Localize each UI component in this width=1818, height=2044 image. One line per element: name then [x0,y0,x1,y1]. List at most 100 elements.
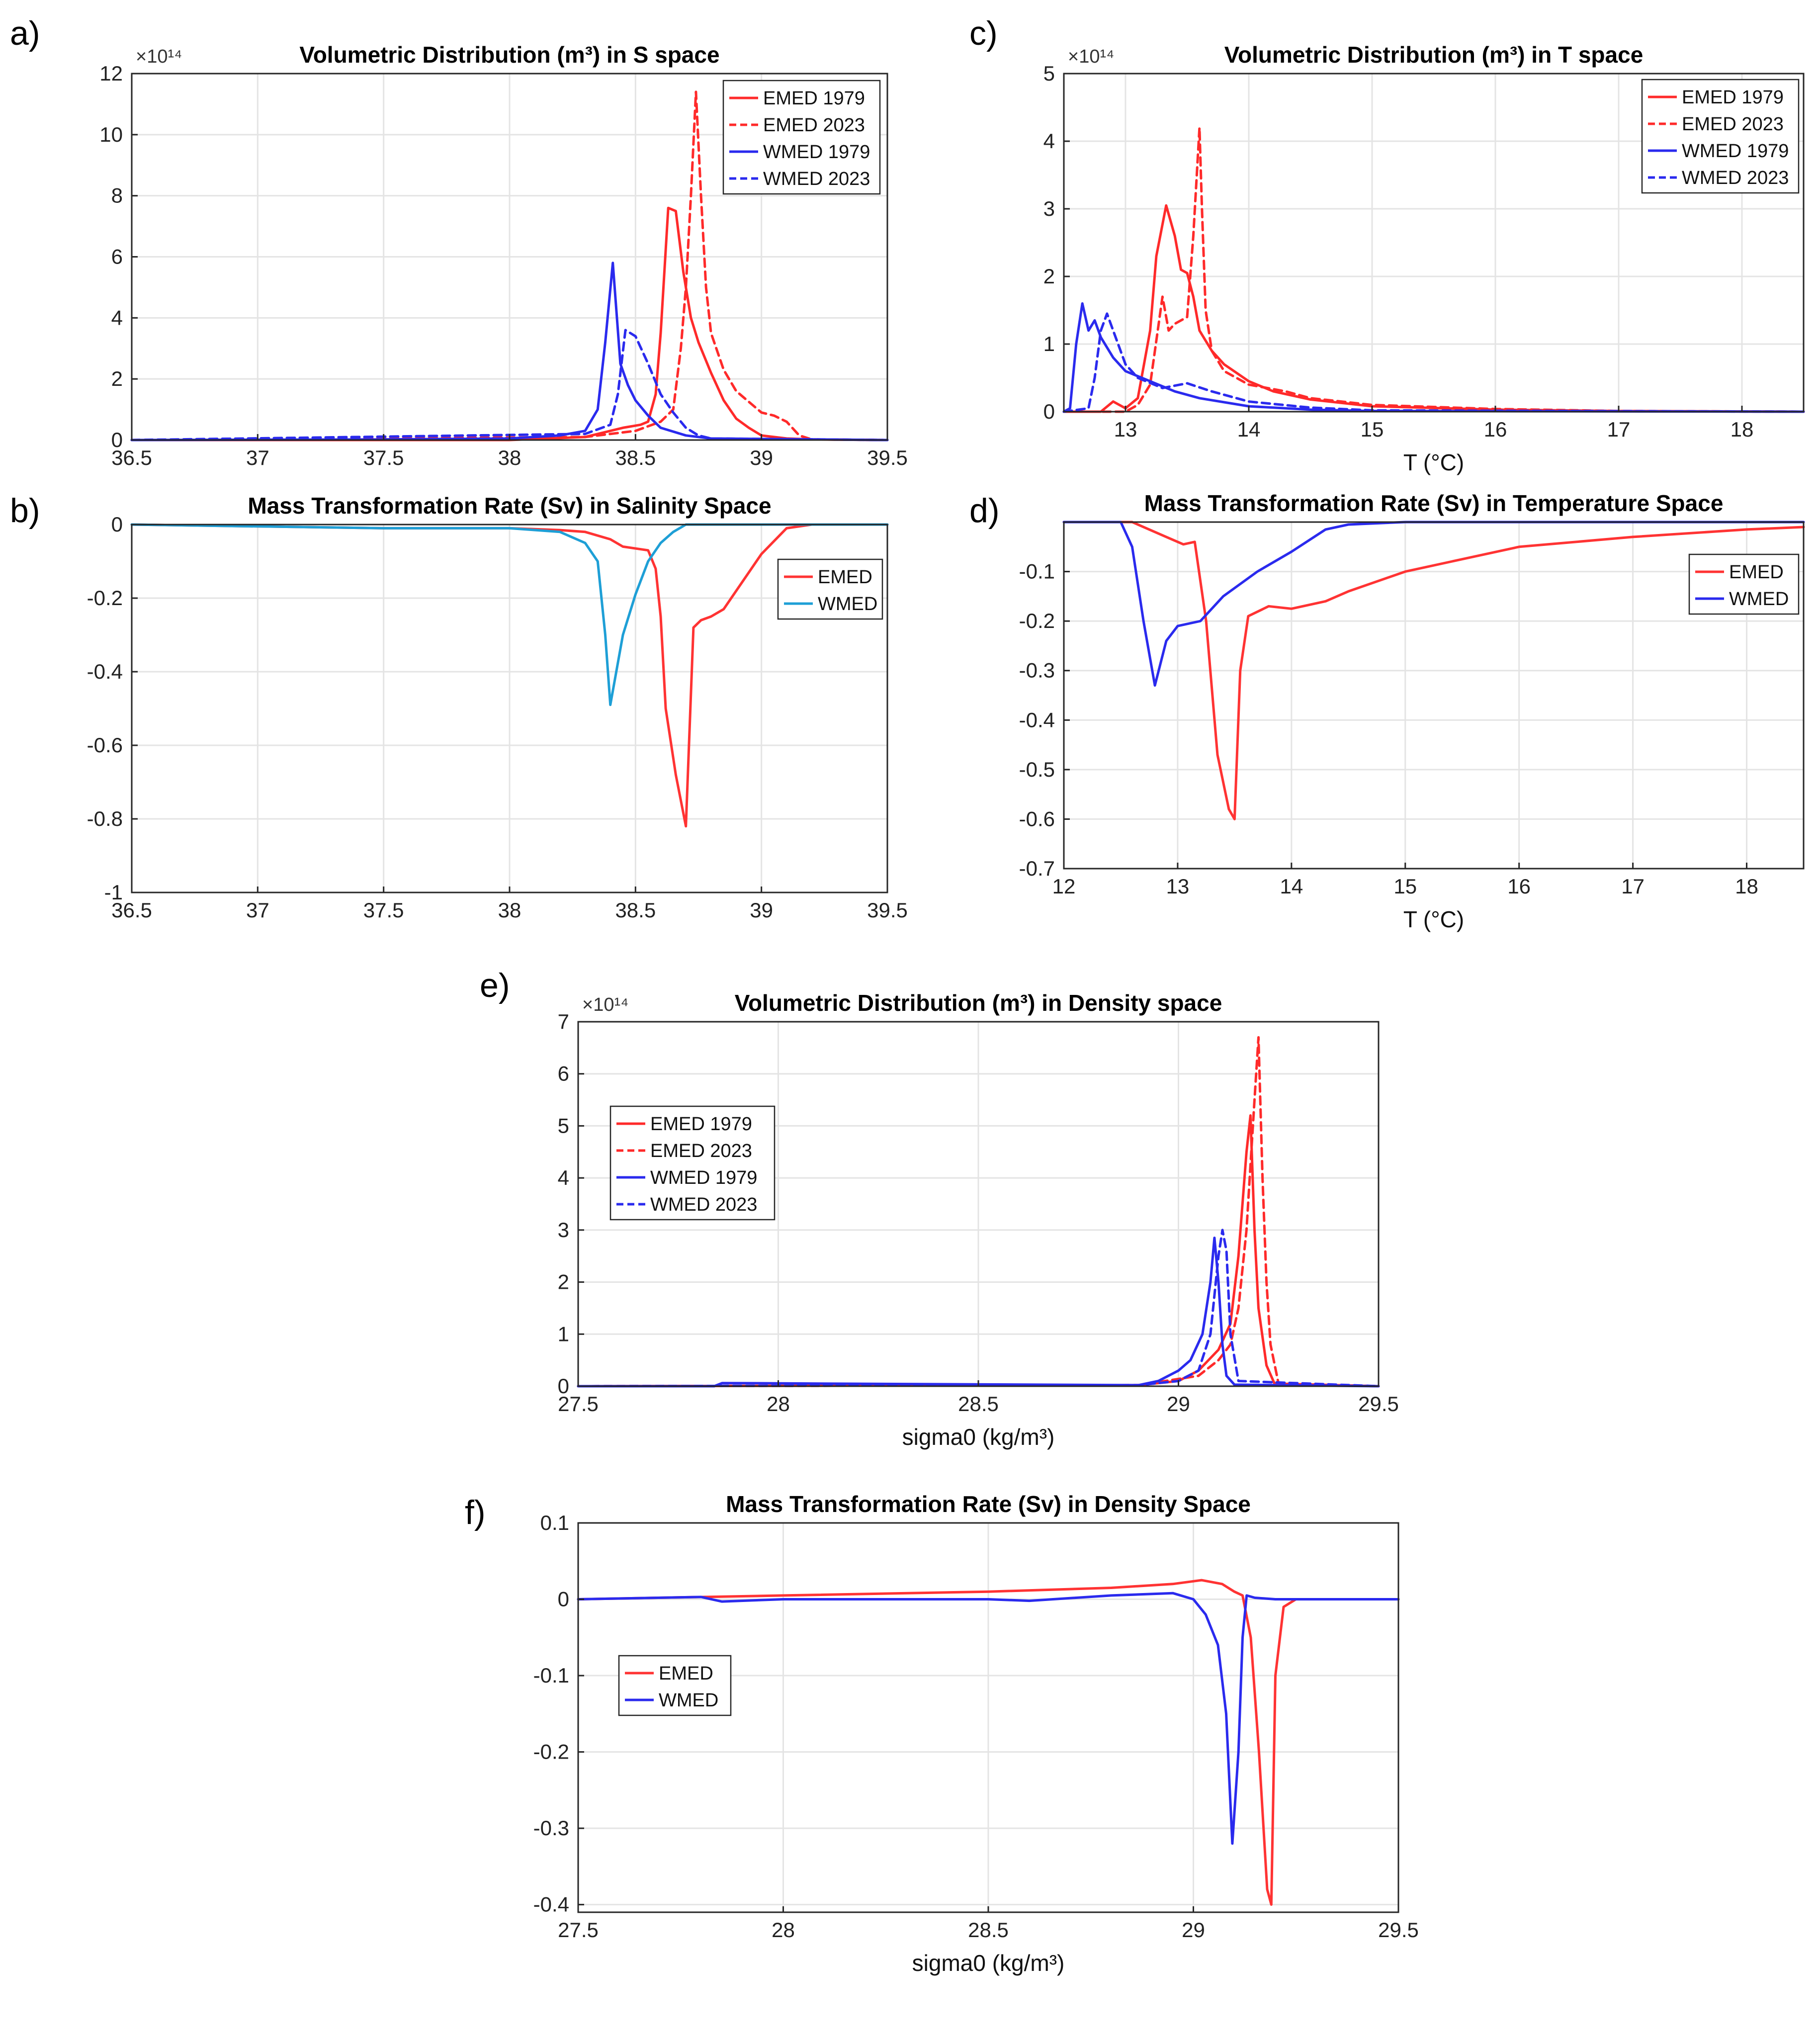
x-tick-label: 29.5 [1378,1918,1419,1942]
chart-c: 13 14 15 16 17 18 0 1 2 3 4 5 Volumetric Distributio… [1043,42,1805,475]
y-tick-label: 6 [558,1062,569,1085]
chart-b: 36.5 37 37.5 38 38.5 39 39.5 0 -0.2 -0.4 -0.6 -0.8 -… [87,493,908,922]
series-line-wmed [1062,521,1805,687]
legend-label: WMED [1729,589,1789,610]
y-tick-label: 2 [111,367,123,390]
x-tick-label: 38 [498,446,521,469]
y-tick-label: 5 [1043,62,1055,85]
y-tick-label: 0 [111,513,123,536]
legend-label: WMED 2023 [1682,168,1789,188]
x-tick-label: 37.5 [363,898,404,922]
x-tick-label: 15 [1361,418,1384,441]
series-line-wmed-2023 [577,1229,1380,1388]
x-tick-label: 28 [767,1392,790,1416]
y-tick-label: -0.2 [87,586,123,610]
legend-box [609,1105,776,1221]
series-line-wmed [130,523,889,707]
y-tick-label: -0.4 [533,1893,569,1916]
y-tick-label: -0.6 [1019,807,1055,830]
x-tick-label: 28.5 [968,1918,1009,1942]
legend-label: EMED 1979 [763,88,865,109]
plot-area [1063,521,1805,870]
y-exponent-label: ×10¹⁴ [1068,46,1114,67]
legend-label: WMED 1979 [650,1167,757,1188]
y-tick-label: -0.4 [87,660,123,683]
y-tick-label: 8 [111,184,123,207]
y-tick-label: 1 [1043,332,1055,355]
x-tick-label: 28.5 [958,1392,999,1416]
x-tick-label: 15 [1393,875,1417,898]
x-tick-label: 29.5 [1358,1392,1399,1416]
x-tick-label: 14 [1280,875,1303,898]
y-tick-label: 1 [558,1322,569,1345]
x-tick-label: 36.5 [111,898,152,922]
y-tick-label: -0.3 [1019,659,1055,682]
x-tick-label: 18 [1731,418,1754,441]
y-tick-label: 2 [558,1270,569,1294]
y-tick-label: 0 [111,428,123,451]
x-tick-label: 17 [1621,875,1645,898]
chart-d: 12 13 14 15 16 17 18 -0.1 -0.2 -0.3 -0.4 -0.5 -0.6 -0… [1019,490,1805,932]
panel-label-b: b) [10,492,40,530]
y-tick-label: 3 [558,1218,569,1242]
panel-label-a: a) [10,14,40,52]
series-line-emed-2023 [130,90,889,442]
legend-label: WMED [659,1690,718,1711]
x-tick-label: 18 [1735,875,1758,898]
x-tick-label: 29 [1182,1918,1205,1942]
y-tick-label: 4 [1043,129,1055,153]
legend-label: EMED 2023 [650,1141,752,1161]
series-line-emed [130,523,889,828]
chart-title: Volumetric Distribution (m³) in S space [299,42,719,68]
y-tick-label: -1 [104,881,123,904]
chart-title: Mass Transformation Rate (Sv) in Density… [726,1491,1251,1517]
y-tick-label: -0.2 [533,1740,569,1764]
y-tick-label: 2 [1043,265,1055,288]
legend-label: EMED 2023 [763,115,865,136]
legend-box [722,80,881,195]
series-line-wmed-1979 [1062,302,1805,413]
x-tick-label: 37.5 [363,446,404,469]
x-tick-label: 16 [1507,875,1531,898]
legend-label: EMED 1979 [650,1114,752,1135]
x-tick-label: 28 [772,1918,795,1942]
legend-label: WMED 2023 [650,1194,757,1215]
legend-label: EMED [659,1663,713,1684]
x-axis-label: sigma0 (kg/m³) [912,1950,1065,1976]
x-tick-label: 37 [246,446,269,469]
legend-label: WMED 2023 [763,169,870,189]
legend-label: EMED [1729,562,1784,583]
panel-label-e: e) [480,967,510,1004]
series-line-wmed-2023 [1062,312,1805,413]
x-axis-label: T (°C) [1403,449,1464,475]
chart-a: 36.5 37 37.5 38 38.5 39 39.5 0 2 4 6 8 10 12 Volumetri… [99,42,908,469]
series-line-emed [577,1579,1400,1906]
x-tick-label: 27.5 [558,1918,599,1942]
y-tick-label: 0 [1043,400,1055,423]
x-tick-label: 38.5 [615,898,656,922]
chart-title: Volumetric Distribution (m³) in Density … [735,990,1222,1016]
series-line-emed-2023 [577,1036,1380,1388]
x-tick-label: 13 [1166,875,1190,898]
x-tick-label: 37 [246,898,269,922]
y-tick-label: -0.1 [533,1664,569,1687]
y-tick-label: 5 [558,1114,569,1137]
panel-label-f: f) [465,1494,486,1531]
x-tick-label: 16 [1484,418,1507,441]
y-tick-label: 4 [111,306,123,329]
legend: EMED WMED [1688,553,1800,615]
x-tick-label: 39 [750,446,773,469]
y-tick-label: -0.3 [533,1816,569,1840]
y-tick-label: -0.2 [1019,609,1055,632]
y-tick-label: 12 [99,62,123,85]
chart-e: 27.5 28 28.5 29 29.5 0 1 2 3 4 5 6 7 Volumetric Distr… [558,990,1399,1450]
legend-label: WMED 1979 [763,142,870,163]
x-tick-label: 36.5 [111,446,152,469]
x-tick-label: 27.5 [558,1392,599,1416]
series-line-wmed-1979 [130,262,889,442]
legend-label: EMED 2023 [1682,114,1784,135]
x-tick-label: 39.5 [867,898,908,922]
x-tick-label: 38 [498,898,521,922]
x-tick-label: 12 [1052,875,1076,898]
